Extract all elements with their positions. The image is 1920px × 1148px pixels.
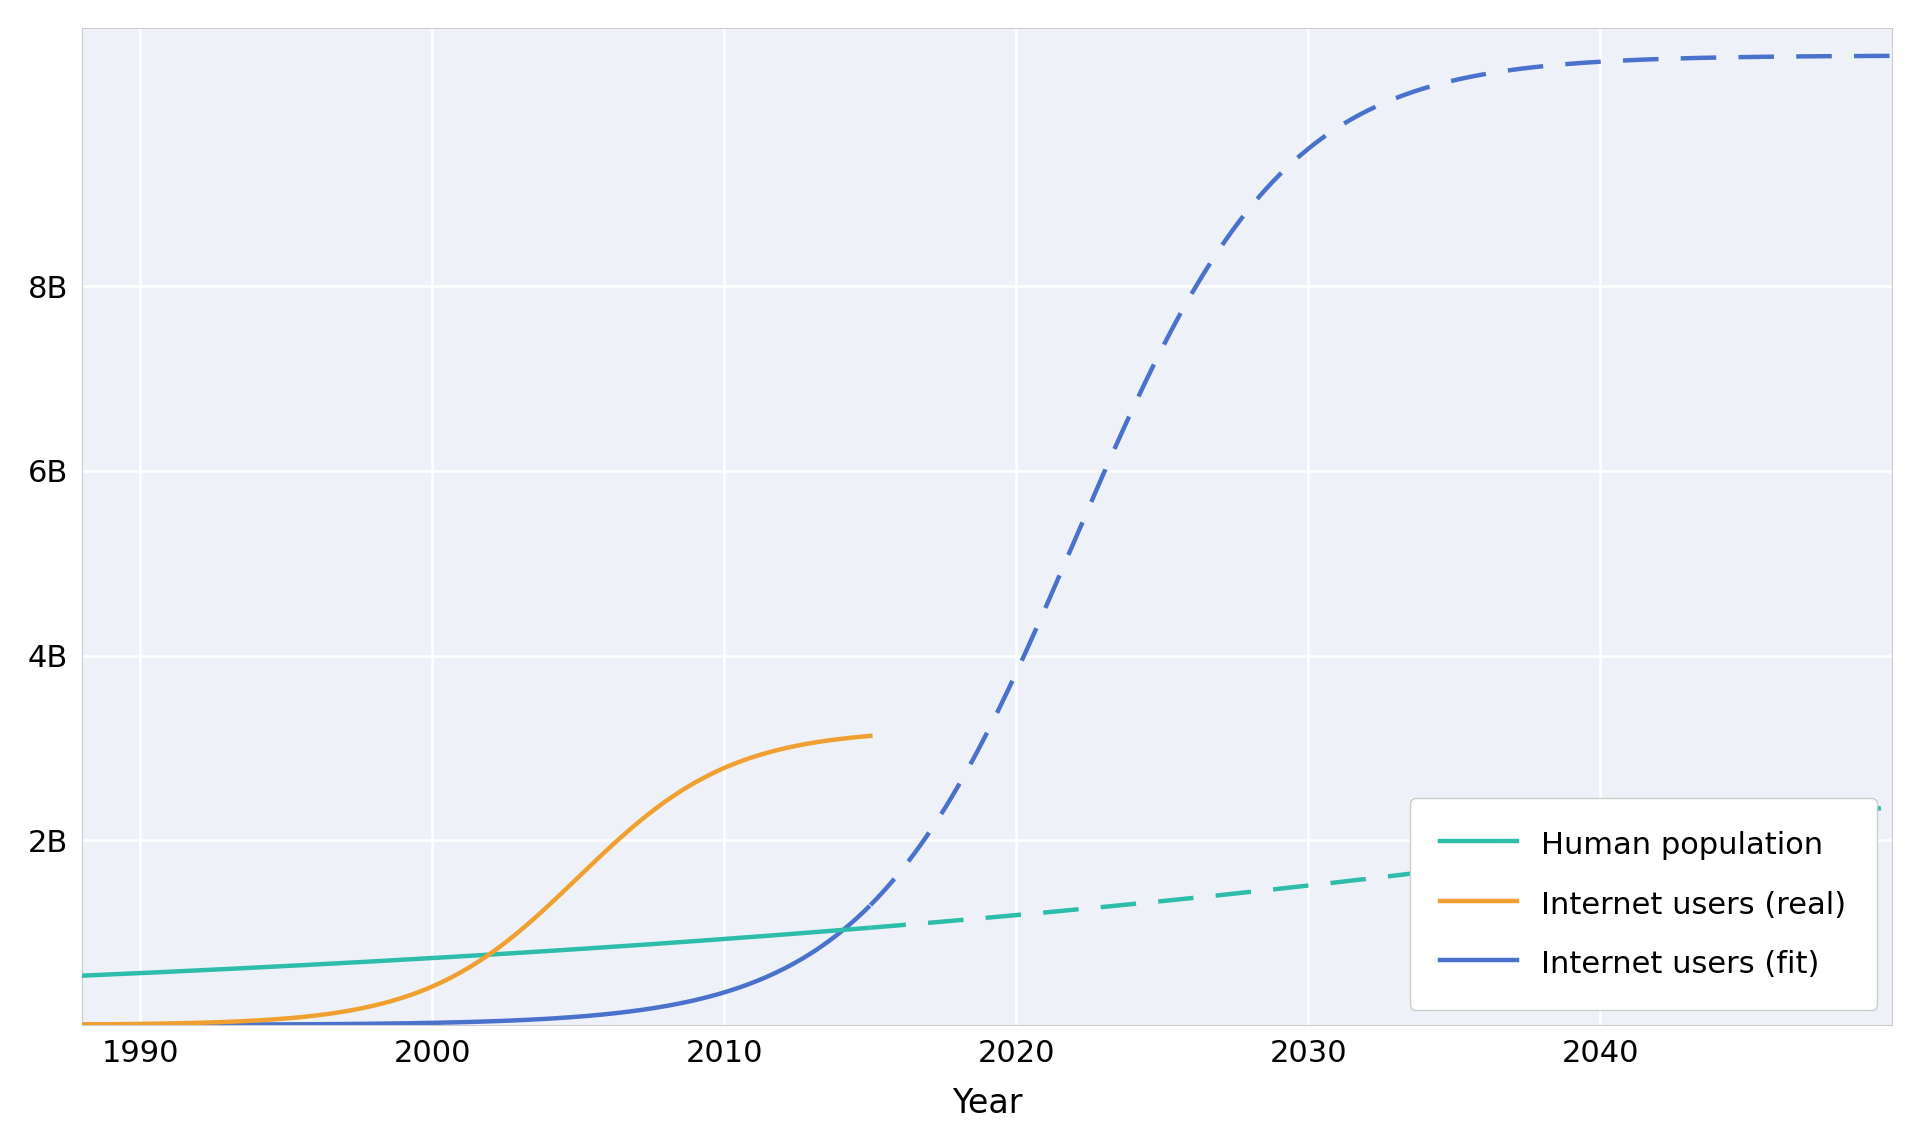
- Internet users (real): [71, 1017, 94, 1031]
- Line: Internet users (fit): Internet users (fit): [83, 907, 868, 1025]
- Internet users (fit): [353, 1017, 376, 1031]
- X-axis label: Year: Year: [952, 1087, 1021, 1120]
- Human population: [442, 949, 465, 963]
- Human population: [353, 955, 376, 969]
- Human population: [856, 921, 879, 934]
- Internet users (fit): [601, 1007, 624, 1021]
- Internet users (real): [553, 884, 576, 898]
- Internet users (fit): [317, 1017, 340, 1031]
- Internet users (real): [858, 729, 881, 743]
- Internet users (fit): [442, 1016, 465, 1030]
- Internet users (fit): [492, 1014, 515, 1027]
- Internet users (real): [785, 739, 808, 753]
- Legend: Human population, Internet users (real), Internet users (fit): Human population, Internet users (real),…: [1409, 798, 1878, 1009]
- Line: Human population: Human population: [83, 928, 868, 976]
- Internet users (fit): [284, 1017, 307, 1031]
- Internet users (real): [735, 752, 758, 766]
- Human population: [284, 959, 307, 972]
- Line: Internet users (real): Internet users (real): [83, 736, 870, 1024]
- Human population: [601, 940, 624, 954]
- Internet users (fit): [71, 1018, 94, 1032]
- Human population: [492, 947, 515, 961]
- Internet users (fit): [856, 900, 879, 914]
- Internet users (real): [73, 1017, 96, 1031]
- Internet users (real): [538, 899, 561, 913]
- Human population: [71, 969, 94, 983]
- Human population: [317, 957, 340, 971]
- Internet users (real): [540, 897, 563, 910]
